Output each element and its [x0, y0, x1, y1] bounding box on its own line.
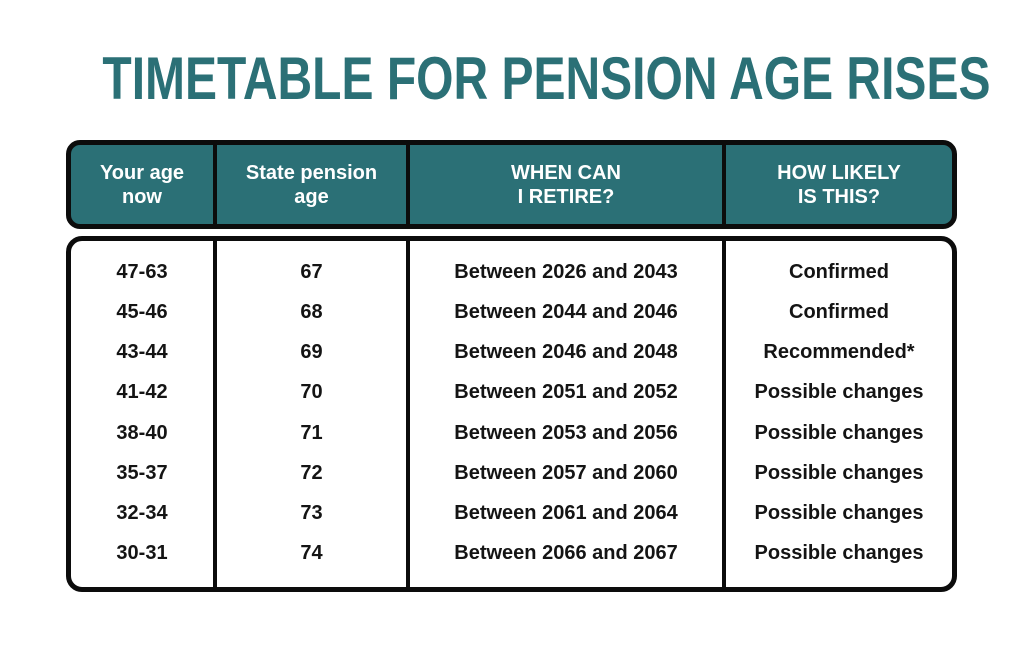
table-cell: Between 2051 and 2052	[454, 381, 678, 404]
table-cell: 68	[300, 300, 323, 323]
table-cell: Confirmed	[789, 260, 889, 283]
table-cell: 67	[300, 260, 323, 283]
table-cell: Possible changes	[754, 421, 924, 444]
table-cell: Between 2061 and 2064	[454, 502, 678, 525]
table-cell: 41-42	[116, 381, 168, 404]
table-header: Your age now State pension age WHEN CAN …	[66, 140, 957, 229]
table-cell: Between 2046 and 2048	[454, 341, 678, 364]
header-cell-how-likely-is-this: HOW LIKELY IS THIS?	[726, 145, 952, 224]
table-body: 47-63 45-46 43-44 41-42 38-40 35-37 32-34 30-31…	[66, 236, 957, 592]
header-line: WHEN CAN	[511, 161, 621, 184]
header-cell-when-can-i-retire: WHEN CAN I RETIRE?	[410, 145, 726, 224]
table-cell: 35-37	[116, 461, 168, 484]
table-cell: Possible changes	[754, 381, 924, 404]
header-line: State pension	[245, 161, 378, 184]
table-cell: 70	[300, 381, 323, 404]
table-cell: 32-34	[116, 502, 168, 525]
header-line: HOW LIKELY	[777, 161, 901, 184]
body-column-your-age-now: 47-63 45-46 43-44 41-42 38-40 35-37 32-34 30-31	[71, 241, 217, 587]
table-cell: Possible changes	[754, 542, 924, 565]
table-cell: Possible changes	[754, 502, 924, 525]
table-cell: 69	[300, 341, 323, 364]
body-column-state-pension-age: 67 68 69 70 71 72 73 74	[217, 241, 410, 587]
table-cell: 38-40	[116, 421, 168, 444]
table-cell: Possible changes	[754, 461, 924, 484]
table-cell: 43-44	[116, 341, 168, 364]
table-cell: Recommended*	[763, 341, 915, 364]
header-line: I RETIRE?	[517, 185, 615, 208]
header-line: IS THIS?	[797, 185, 881, 208]
header-line: now	[122, 185, 162, 208]
table-cell: 74	[300, 542, 323, 565]
page-title: TIMETABLE FOR PENSION AGE RISES	[102, 45, 991, 112]
table-cell: Confirmed	[789, 300, 889, 323]
header-cell-your-age-now: Your age now	[71, 145, 217, 224]
body-column-when-can-i-retire: Between 2026 and 2043 Between 2044 and 20…	[410, 241, 726, 587]
table-cell: Between 2044 and 2046	[454, 300, 678, 323]
table-cell: Between 2057 and 2060	[454, 461, 678, 484]
header-line: Your age	[99, 161, 185, 184]
table-cell: Between 2066 and 2067	[454, 542, 678, 565]
header-cell-state-pension-age: State pension age	[217, 145, 410, 224]
table-cell: 45-46	[116, 300, 168, 323]
table-cell: 47-63	[116, 260, 168, 283]
table-cell: 73	[300, 502, 323, 525]
table-cell: 71	[300, 421, 323, 444]
table-cell: Between 2026 and 2043	[454, 260, 678, 283]
table-cell: 30-31	[116, 542, 168, 565]
table-cell: 72	[300, 461, 323, 484]
table-cell: Between 2053 and 2056	[454, 421, 678, 444]
header-line: age	[294, 185, 329, 208]
body-column-how-likely-is-this: Confirmed Confirmed Recommended* Possible c…	[726, 241, 952, 587]
